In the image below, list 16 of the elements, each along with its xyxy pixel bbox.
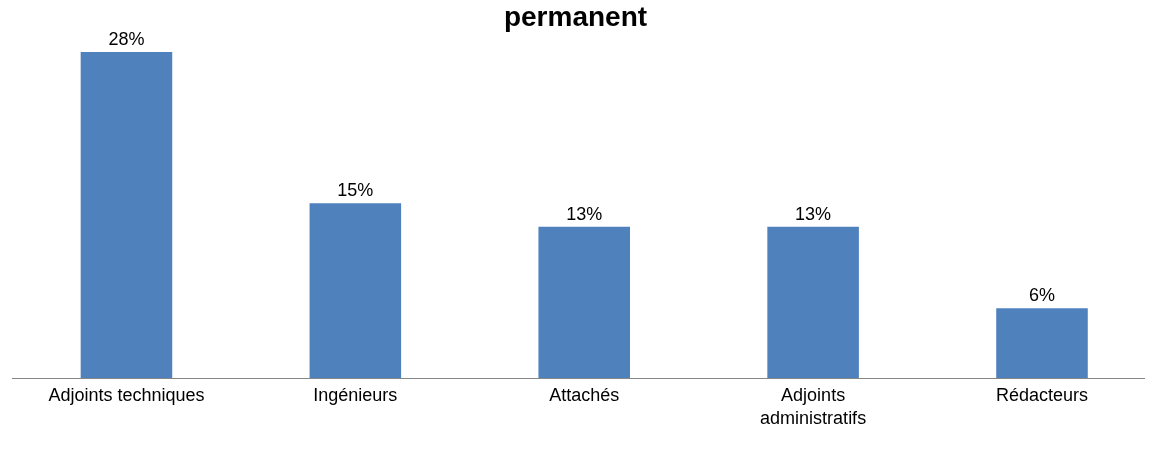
data-label: 13% xyxy=(795,203,832,224)
x-tick-label: Adjoints administratifs xyxy=(760,384,867,428)
bar xyxy=(767,226,859,378)
bar xyxy=(80,52,173,378)
data-label: 6% xyxy=(1028,285,1056,306)
chart-title: permanent xyxy=(503,1,648,33)
data-label: 15% xyxy=(337,180,374,201)
bar xyxy=(996,308,1088,378)
bar xyxy=(538,226,630,378)
x-tick-label: Rédacteurs xyxy=(995,384,1089,405)
data-label: 28% xyxy=(108,29,145,49)
bar xyxy=(309,203,402,378)
data-label: 13% xyxy=(566,203,603,224)
x-tick-label: Attachés xyxy=(549,384,620,405)
x-tick-label: Ingénieurs xyxy=(313,384,398,405)
x-tick-label: Adjoints techniques xyxy=(48,384,205,405)
